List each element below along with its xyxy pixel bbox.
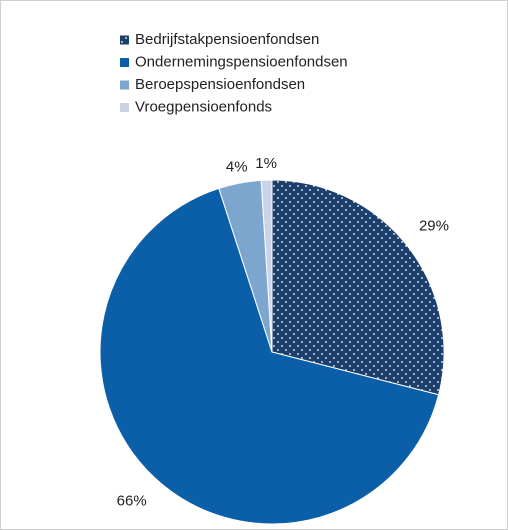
legend-label: Bedrijfstakpensioenfondsen (135, 31, 319, 48)
legend-swatch (120, 80, 129, 90)
legend-label: Beroepspensioenfondsen (135, 76, 305, 93)
slice-pattern (272, 180, 445, 395)
legend-swatch (120, 58, 129, 67)
legend: Bedrijfstakpensioenfondsen Ondernemingspe… (120, 31, 348, 115)
legend-label: Vroegpensioenfonds (135, 98, 272, 115)
pie-slice (260, 179, 273, 353)
legend-swatch-pattern (120, 35, 129, 45)
legend-swatch (120, 103, 129, 112)
legend-label: Ondernemingspensioenfondsen (135, 53, 348, 70)
data-label: 1% (255, 155, 277, 172)
pie-slice (99, 187, 440, 525)
data-label: 29% (419, 217, 449, 234)
pie: 29% 66% 4% 1% (99, 155, 449, 525)
data-label: 4% (226, 158, 248, 175)
data-label: 66% (117, 492, 147, 509)
